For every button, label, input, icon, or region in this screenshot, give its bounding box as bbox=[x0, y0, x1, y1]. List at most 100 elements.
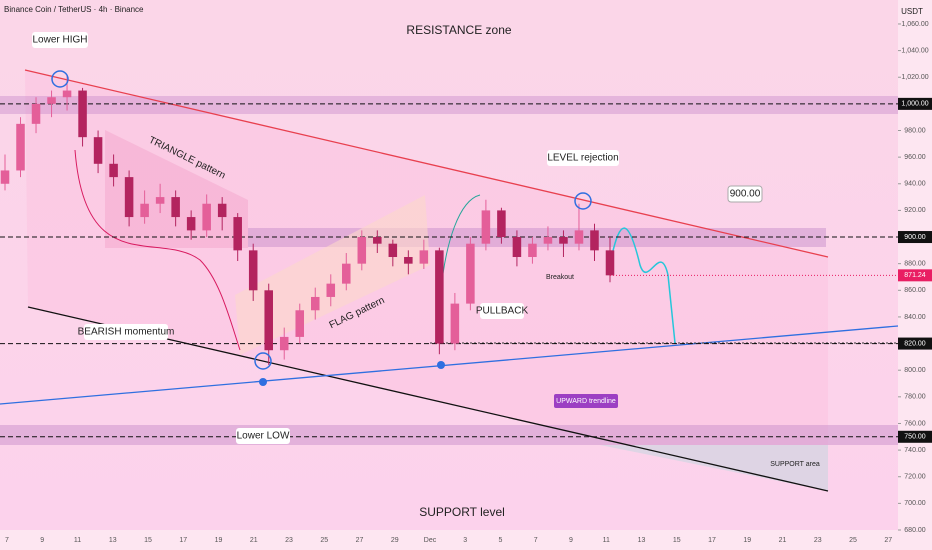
label-box bbox=[236, 428, 290, 444]
candle-body bbox=[124, 177, 134, 218]
lower-low-marker bbox=[254, 352, 272, 370]
rejection-marker bbox=[574, 192, 592, 210]
resistance-band bbox=[0, 96, 898, 114]
candle-body bbox=[373, 237, 382, 244]
y-tick-label: 760.00 bbox=[904, 420, 926, 427]
y-tick-label: 1,020.00 bbox=[901, 74, 928, 81]
x-tick-label: 17 bbox=[708, 537, 716, 544]
level-label: 900.00 bbox=[904, 234, 926, 241]
last-price-label: 871.24 bbox=[904, 272, 926, 279]
bearish-arrow bbox=[74, 149, 241, 351]
candle-body bbox=[171, 197, 180, 218]
y-tick-label: 840.00 bbox=[904, 314, 926, 321]
label-box bbox=[84, 324, 168, 340]
candle-body bbox=[481, 210, 491, 244]
x-tick-label: 11 bbox=[74, 537, 81, 544]
candle-body bbox=[419, 250, 429, 264]
x-tick-label: 11 bbox=[603, 537, 610, 544]
annotation: LEVEL rejection bbox=[547, 153, 618, 164]
annotation: SUPPORT level bbox=[419, 505, 505, 519]
level-tag bbox=[898, 231, 932, 244]
marks bbox=[0, 74, 898, 438]
x-tick-label: 21 bbox=[779, 537, 787, 544]
y-tick-label: 680.00 bbox=[904, 527, 926, 534]
point bbox=[259, 378, 267, 386]
candle-body bbox=[155, 197, 165, 204]
candle-body bbox=[233, 217, 242, 251]
annotation: BEARISH momentum bbox=[78, 327, 175, 338]
candle-body bbox=[357, 237, 367, 264]
candle-body bbox=[326, 283, 336, 297]
candle-body bbox=[16, 123, 25, 171]
x-tick-label: 9 bbox=[569, 537, 573, 544]
x-tick-label: 25 bbox=[320, 537, 328, 544]
level-tag bbox=[898, 97, 932, 110]
candle-body bbox=[342, 263, 351, 284]
x-tick-label: 27 bbox=[884, 537, 892, 544]
y-tick-label: 800.00 bbox=[904, 367, 926, 374]
candle-body bbox=[295, 310, 305, 337]
candle-body bbox=[450, 303, 460, 344]
candle-body bbox=[264, 290, 273, 351]
point bbox=[437, 361, 445, 369]
x-tick-label: 19 bbox=[743, 537, 751, 544]
annotation: RESISTANCE zone bbox=[406, 23, 511, 37]
candle-body bbox=[279, 336, 289, 351]
level-label: 1,000.00 bbox=[901, 101, 928, 108]
x-tick-label: 25 bbox=[849, 537, 857, 544]
candle-body bbox=[93, 137, 103, 164]
y-tick-label: 920.00 bbox=[904, 207, 926, 214]
support-area bbox=[600, 445, 828, 491]
y-tick-label: 780.00 bbox=[904, 394, 926, 401]
x-tick-label: Dec bbox=[424, 537, 437, 544]
annotation: PULLBACK bbox=[476, 306, 529, 317]
currency: USDT bbox=[901, 7, 923, 16]
x-tick-label: 15 bbox=[144, 537, 152, 544]
projection-path bbox=[611, 227, 676, 344]
candle-body bbox=[0, 170, 10, 184]
candle-body bbox=[605, 250, 615, 276]
level-label: 820.00 bbox=[904, 340, 926, 347]
x-tick-label: 3 bbox=[463, 537, 467, 544]
y-tick-label: 960.00 bbox=[904, 154, 926, 161]
y-tick-label: 1,060.00 bbox=[901, 21, 928, 28]
candle-body bbox=[78, 90, 87, 138]
y-tick-label: 940.00 bbox=[904, 181, 926, 188]
candle-body bbox=[140, 203, 149, 218]
support-band bbox=[0, 425, 898, 445]
candle-body bbox=[466, 243, 475, 304]
candle-body bbox=[202, 203, 211, 231]
x-tick-label: 9 bbox=[40, 537, 44, 544]
upward-trendline bbox=[0, 325, 899, 405]
annotation: Lower LOW bbox=[237, 431, 290, 442]
x-tick-label: 29 bbox=[391, 537, 399, 544]
y-tick-label: 720.00 bbox=[904, 474, 926, 481]
y-tick-label: 860.00 bbox=[904, 287, 926, 294]
candle-body bbox=[574, 230, 584, 244]
candle-body bbox=[109, 163, 118, 178]
candle-body bbox=[248, 250, 258, 291]
candle-body bbox=[31, 103, 41, 124]
candle-body bbox=[590, 230, 599, 251]
x-tick-label: 15 bbox=[673, 537, 681, 544]
label-box bbox=[547, 150, 619, 166]
candle-body bbox=[512, 237, 522, 258]
y-tick-label: 700.00 bbox=[904, 500, 926, 507]
time-axis bbox=[0, 530, 932, 550]
x-tick-label: 7 bbox=[5, 537, 9, 544]
flag-zone bbox=[235, 195, 430, 355]
label-box bbox=[480, 303, 524, 319]
annotation: 900.00 bbox=[730, 189, 761, 200]
x-tick-label: 23 bbox=[285, 537, 293, 544]
chart-title: Binance Coin / TetherUS · 4h · Binance bbox=[4, 5, 144, 14]
lower-high-marker bbox=[51, 70, 69, 88]
triangle-zone bbox=[105, 130, 248, 248]
annotation: SUPPORT area bbox=[770, 461, 820, 468]
candle-body bbox=[497, 210, 506, 238]
annotation: Lower HIGH bbox=[32, 35, 87, 46]
last-price-tag bbox=[898, 269, 932, 282]
label-box bbox=[32, 32, 88, 48]
x-tick-label: 7 bbox=[534, 537, 538, 544]
